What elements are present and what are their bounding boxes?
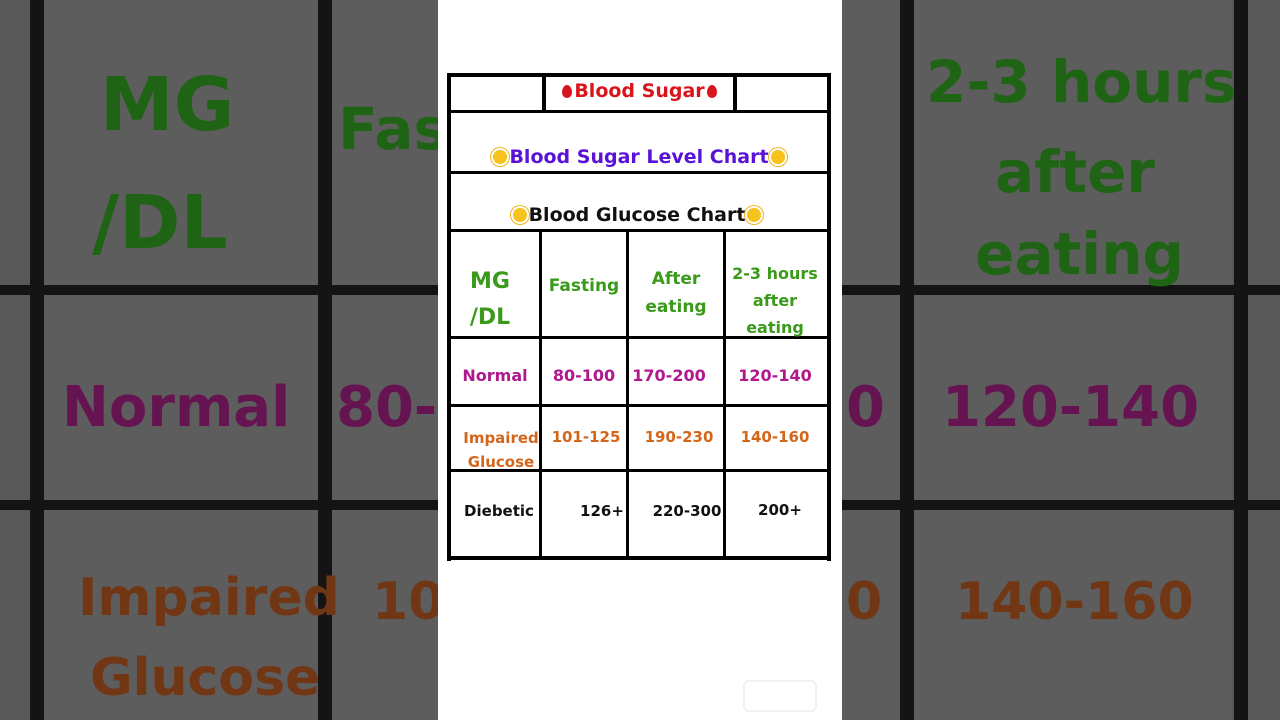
bg-normal-partial: 0 [846,375,885,440]
row-label-normal: Normal [462,366,528,385]
column-header-fasting: Fasting [548,276,620,296]
header-tag: Blood Sugar [546,80,733,103]
sun-icon [770,150,785,164]
bg-glucose-label: Glucose [90,648,321,708]
sun-icon [493,150,508,164]
bg-impaired-value: 10 [372,572,445,632]
cell-normal-fasting: 80-100 [552,366,616,385]
bg-impaired-23: 140-160 [955,572,1194,632]
watermark [743,680,817,712]
video-frame: Blood Sugar Blood Sugar Level Chart Bloo… [438,0,842,720]
bg-hours-label: 2-3 hours [926,48,1237,116]
bg-normal-23: 120-140 [942,375,1200,440]
bg-fasting-label: Fas [338,95,448,163]
table-border-left [447,73,451,561]
table-border-top [447,73,830,77]
cell-normal-after: 170-200 [632,366,706,385]
cell-diabetic-2-3h: 200+ [758,501,802,519]
column-header-mgdl: MG /DL [469,269,511,330]
bg-dl-label: /DL [92,180,228,266]
bg-impaired-partial: 0 [846,572,883,632]
cell-normal-2-3h: 120-140 [738,366,812,385]
bg-grid-line [318,0,332,720]
page-title: Blood Sugar Level Chart [452,146,826,169]
sun-icon [747,208,762,222]
cell-impaired-fasting: 101-125 [551,428,621,446]
page-subtitle: Blood Glucose Chart [450,204,824,227]
row-label-impaired: Impaired Glucose [463,429,539,471]
sun-icon [512,208,527,222]
column-header-after-eating: After eating [645,269,707,317]
bg-eating-label: eating [975,220,1184,288]
table-border-bottom [447,556,831,560]
cell-diabetic-after: 220-300 [652,502,722,520]
blood-drop-icon [562,85,573,98]
cell-impaired-after: 190-230 [644,428,714,446]
cell-diabetic-fasting: 126+ [580,502,624,520]
bg-normal-value: 80- [336,375,438,440]
bg-after-label: after [995,138,1156,206]
row-label-diabetic: Diebetic [464,502,534,520]
cell-impaired-2-3h: 140-160 [740,428,810,446]
table-border-right [827,73,831,561]
bg-mg-label: MG [100,62,235,148]
bg-normal-label: Normal [62,375,291,440]
column-header-2-3-hours: 2-3 hours after eating [732,264,818,337]
bg-grid-line [30,0,44,720]
bg-grid-line [900,0,914,720]
blood-drop-icon [706,85,717,98]
bg-grid-line [1234,0,1248,720]
bg-impaired-label: Impaired [78,568,340,628]
